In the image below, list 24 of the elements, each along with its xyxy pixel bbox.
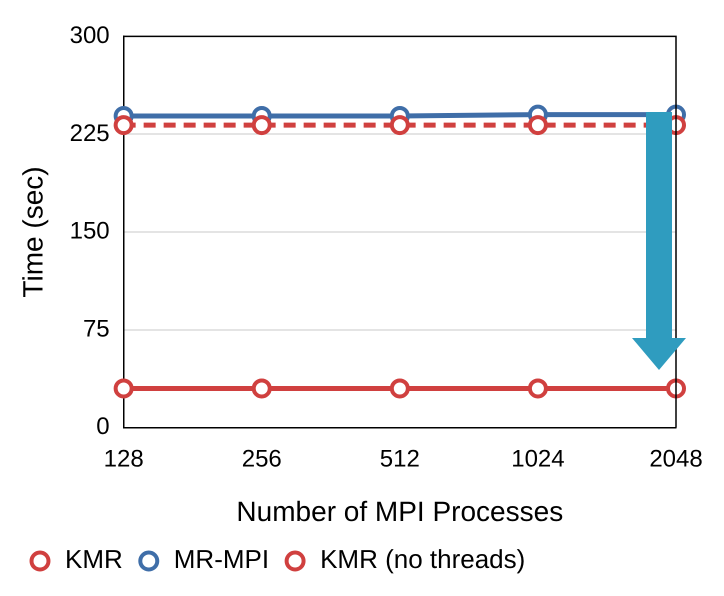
y-tick-label: 75 <box>82 315 110 342</box>
x-axis-title: Number of MPI Processes <box>236 496 564 527</box>
legend-label: KMR (no threads) <box>320 544 526 574</box>
point <box>528 115 548 136</box>
point <box>390 115 410 136</box>
point <box>666 378 686 398</box>
legend-label: KMR <box>65 544 123 574</box>
y-tick-label: 150 <box>70 218 110 245</box>
point <box>528 378 548 398</box>
y-axis-title: Time (sec) <box>18 166 49 298</box>
point <box>390 378 410 398</box>
y-tick-label: 300 <box>70 22 110 50</box>
point <box>114 115 134 136</box>
x-tick-label: 128 <box>104 446 144 473</box>
y-tick-label: 0 <box>96 413 110 440</box>
x-tick-label: 2048 <box>649 446 703 473</box>
x-tick-label: 256 <box>242 446 282 473</box>
legend-label: MR-MPI <box>174 544 270 574</box>
y-tick-label: 225 <box>70 120 110 147</box>
point <box>114 378 134 398</box>
x-tick-label: 1024 <box>511 446 565 473</box>
point <box>252 378 272 398</box>
point <box>252 115 272 136</box>
x-tick-label: 512 <box>380 446 420 473</box>
